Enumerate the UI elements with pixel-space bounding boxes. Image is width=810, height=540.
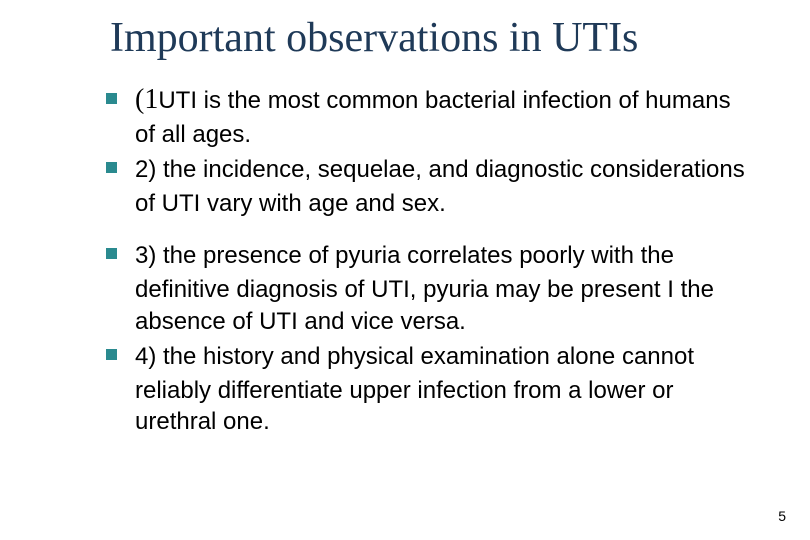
slide-title: Important observations in UTIs (110, 14, 638, 62)
list-item-text: (1UTI is the most common bacterial infec… (135, 82, 746, 151)
list-item-body: 2) the incidence, sequelae, and diagnost… (135, 156, 745, 217)
page-number: 5 (778, 508, 786, 524)
list-item-lead: (1 (135, 84, 158, 115)
list-item-text: 4) the history and physical examination … (135, 338, 746, 438)
list-item-body: UTI is the most common bacterial infecti… (135, 87, 731, 148)
list-item: 2) the incidence, sequelae, and diagnost… (106, 151, 746, 220)
spacer (106, 219, 746, 237)
bullet-icon (106, 93, 117, 104)
list-item-text: 2) the incidence, sequelae, and diagnost… (135, 151, 746, 220)
bullet-icon (106, 248, 117, 259)
list-item-text: 3) the presence of pyuria correlates poo… (135, 237, 746, 337)
list-item-body: 4) the history and physical examination … (135, 343, 694, 436)
list-item: 3) the presence of pyuria correlates poo… (106, 237, 746, 337)
bullet-icon (106, 349, 117, 360)
list-item: 4) the history and physical examination … (106, 338, 746, 438)
bullet-icon (106, 162, 117, 173)
slide-body: (1UTI is the most common bacterial infec… (106, 82, 746, 438)
slide: Important observations in UTIs (1UTI is … (0, 0, 810, 540)
list-item: (1UTI is the most common bacterial infec… (106, 82, 746, 151)
list-item-body: 3) the presence of pyuria correlates poo… (135, 242, 714, 335)
